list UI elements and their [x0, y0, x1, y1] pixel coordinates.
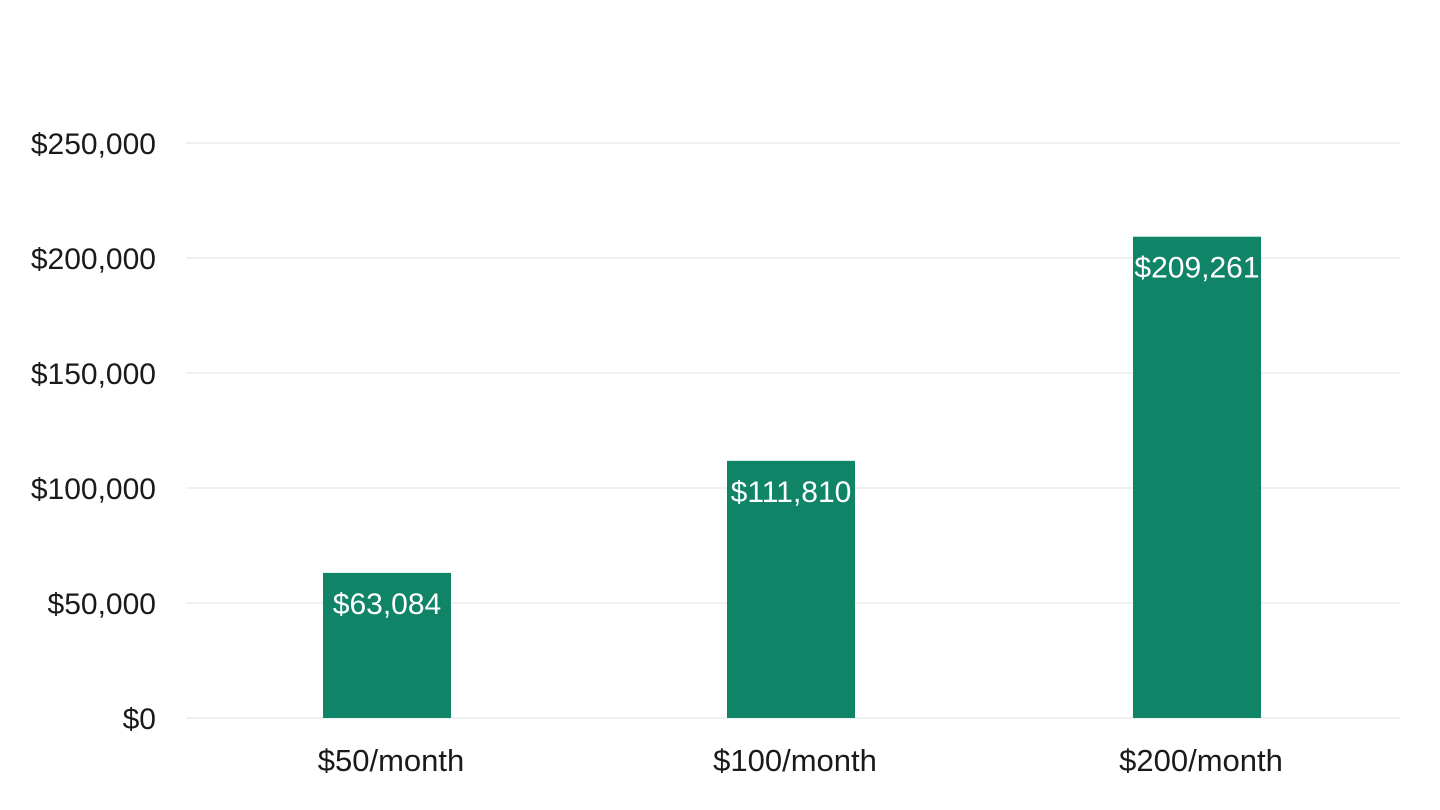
- y-tick-label: $0: [123, 703, 156, 736]
- x-category-label: $50/month: [318, 743, 465, 778]
- y-tick-label: $100,000: [31, 473, 156, 506]
- y-tick-label: $150,000: [31, 358, 156, 391]
- data-label: $63,084: [333, 588, 441, 621]
- x-axis-category-labels: $50/month $100/month $200/month: [318, 743, 1283, 778]
- y-axis-tick-labels: $0 $50,000 $100,000 $150,000 $200,000 $250,00…: [31, 128, 156, 736]
- y-tick-label: $250,000: [31, 128, 156, 161]
- bar: [323, 572, 451, 718]
- x-category-label: $100/month: [713, 743, 877, 778]
- data-label: $111,810: [731, 476, 852, 509]
- y-tick-label: $50,000: [48, 588, 156, 621]
- x-category-label: $200/month: [1119, 743, 1283, 778]
- data-label: $209,261: [1134, 252, 1259, 285]
- bars: [323, 236, 1261, 718]
- bar: [727, 460, 855, 718]
- data-labels: $63,084 $111,810 $209,261: [333, 252, 1260, 621]
- bar: [1133, 236, 1261, 718]
- y-tick-label: $200,000: [31, 243, 156, 276]
